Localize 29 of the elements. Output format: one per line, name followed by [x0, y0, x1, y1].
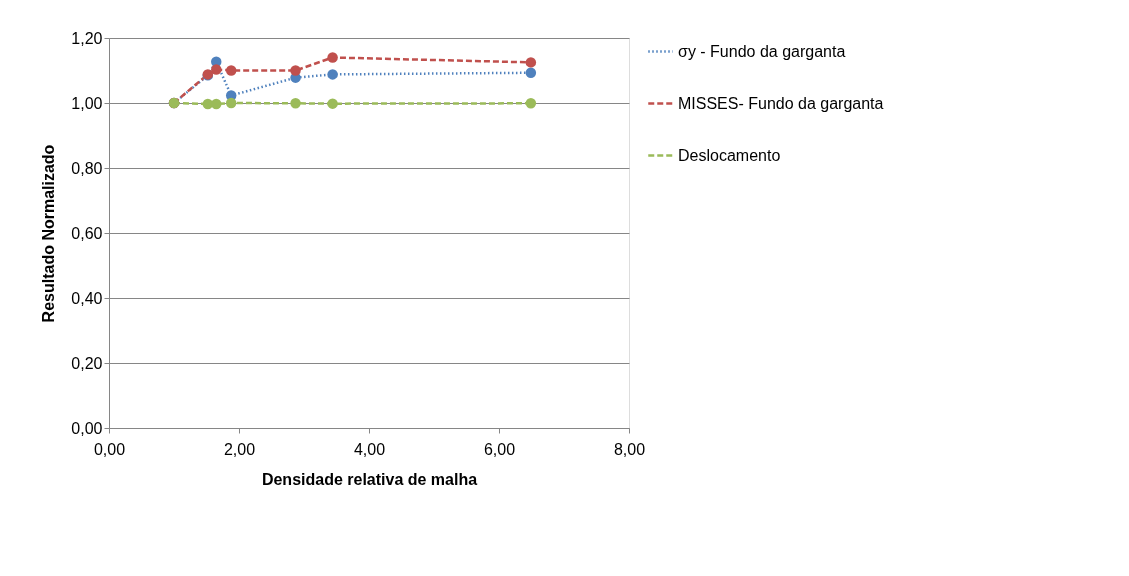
point [327, 69, 338, 80]
x-tick-label: 6,00 [483, 440, 516, 458]
y-tick-label: 0,80 [71, 159, 103, 177]
y-tick-label: 0,60 [71, 224, 103, 242]
x-tick-label: 4,00 [353, 440, 386, 458]
y-tick-label: 0,20 [71, 354, 103, 372]
point [290, 65, 301, 76]
y-tick-label: 0,00 [71, 419, 103, 437]
y-tick-label: 1,20 [71, 29, 103, 47]
y-tick-label: 1,00 [71, 94, 103, 112]
x-tick-label: 2,00 [223, 440, 256, 458]
point [525, 98, 537, 109]
point [525, 57, 537, 68]
legend-label: Deslocamento [678, 146, 781, 164]
point [327, 52, 338, 63]
y-tick-label: 0,40 [71, 289, 103, 307]
point [290, 98, 301, 109]
point [225, 65, 237, 76]
x-axis-title: Densidade relativa de malha [261, 470, 478, 488]
point [211, 98, 222, 110]
x-tick-label: 8,00 [613, 440, 646, 458]
point [327, 98, 338, 109]
point [211, 64, 222, 75]
point [525, 67, 537, 79]
point [225, 97, 237, 109]
legend-label: σy - Fundo da garganta [678, 42, 846, 60]
y-axis-title: Resultado Normalizado [40, 144, 58, 323]
x-tick-label: 0,00 [93, 440, 126, 458]
legend-label: MISSES- Fundo da garganta [678, 94, 884, 112]
